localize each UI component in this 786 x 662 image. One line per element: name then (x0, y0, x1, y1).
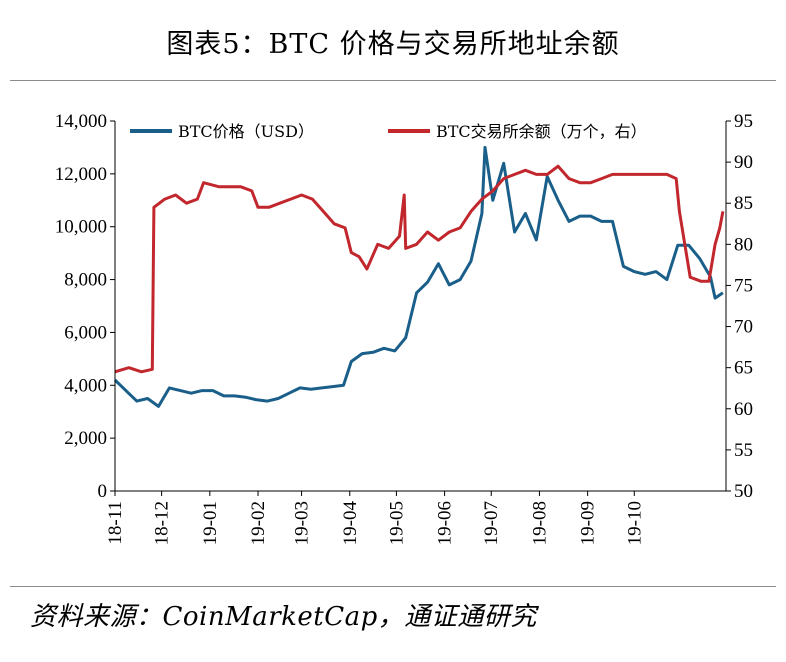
left-tick-label: 8,000 (64, 270, 107, 291)
x-tick-label: 19-10 (624, 501, 645, 545)
right-tick-label: 75 (734, 275, 753, 296)
right-tick-label: 80 (734, 234, 753, 255)
source-divider (10, 586, 776, 587)
right-tick-label: 95 (734, 111, 753, 132)
legend-label-balance: BTC交易所余额（万个，右） (436, 122, 647, 141)
right-tick-label: 60 (734, 399, 753, 420)
right-tick-label: 65 (734, 358, 753, 379)
right-tick-label: 70 (734, 317, 753, 338)
x-tick-label: 19-04 (340, 501, 361, 546)
x-tick-label: 19-05 (386, 501, 407, 545)
left-tick-label: 0 (98, 481, 108, 502)
title-divider (10, 80, 776, 81)
x-tick-label: 19-07 (481, 501, 502, 545)
chart-legend: BTC价格（USD） BTC交易所余额（万个，右） (130, 122, 647, 141)
x-tick-label: 18-12 (152, 501, 173, 545)
left-tick-label: 10,000 (55, 217, 107, 238)
left-tick-label: 14,000 (55, 111, 107, 132)
x-tick-label: 19-09 (578, 501, 599, 545)
left-tick-label: 2,000 (64, 428, 107, 449)
left-tick-label: 12,000 (55, 164, 107, 185)
right-tick-label: 85 (734, 193, 753, 214)
x-tick-label: 19-06 (435, 501, 456, 545)
x-tick-label: 19-01 (200, 501, 221, 545)
right-tick-label: 90 (734, 152, 753, 173)
series-layer (113, 145, 725, 408)
chart-title: 图表5：BTC 价格与交易所地址余额 (166, 29, 620, 60)
source-note: 资料来源：CoinMarketCap，通证通研究 (30, 602, 537, 632)
left-tick-label: 4,000 (64, 375, 107, 396)
axes-layer: 0 2,000 4,000 6,000 8,000 10,000 12,000 14,000 5… (55, 111, 753, 545)
series-line-balance (114, 164, 725, 374)
x-tick-label: 19-03 (292, 501, 313, 545)
x-tick-label: 19-02 (248, 501, 269, 545)
legend-label-price: BTC价格（USD） (178, 122, 314, 141)
right-tick-label: 55 (734, 440, 753, 461)
x-tick-label: 18-11 (105, 501, 126, 545)
series-line-price (113, 145, 724, 408)
left-tick-label: 6,000 (64, 322, 107, 343)
x-tick-label: 19-08 (529, 501, 550, 545)
right-tick-label: 50 (734, 481, 753, 502)
